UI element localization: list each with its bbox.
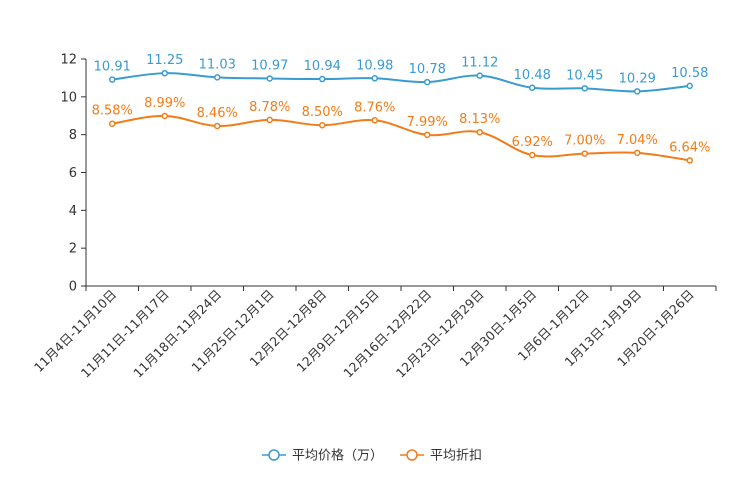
series-point bbox=[214, 122, 221, 130]
series-point bbox=[266, 116, 273, 124]
y-tick-label: 2 bbox=[69, 242, 77, 257]
x-tick-label: 11月11日-11月17日 bbox=[78, 287, 172, 381]
data-label: 8.78% bbox=[249, 100, 290, 115]
series-point bbox=[109, 76, 116, 83]
data-label: 8.99% bbox=[144, 96, 185, 111]
y-tick-label: 4 bbox=[69, 204, 77, 219]
series-point bbox=[424, 78, 431, 86]
chart-data-labels: 10.91 11.25 11.03 10.97 10.94 10.98 10.78 11.12… bbox=[92, 53, 711, 155]
series-point bbox=[109, 120, 116, 127]
legend-label: 平均价格（万） bbox=[292, 448, 383, 464]
data-label: 8.58% bbox=[92, 104, 133, 119]
data-label: 7.00% bbox=[564, 134, 605, 149]
series-point bbox=[686, 157, 693, 164]
series-point bbox=[581, 150, 588, 157]
y-tick-label: 0 bbox=[69, 280, 77, 295]
data-label: 10.78 bbox=[409, 62, 446, 77]
series-point bbox=[476, 128, 483, 136]
legend-item-1[interactable]: 平均价格（万） bbox=[262, 448, 383, 464]
data-label: 6.92% bbox=[512, 135, 553, 150]
series-point bbox=[319, 121, 326, 129]
data-label: 10.29 bbox=[619, 71, 656, 86]
y-tick-label: 8 bbox=[69, 128, 77, 143]
series-point bbox=[371, 75, 378, 82]
data-label: 8.46% bbox=[197, 106, 238, 121]
series-point bbox=[476, 72, 483, 79]
y-tick-label: 6 bbox=[69, 166, 77, 181]
legend-marker-icon bbox=[406, 449, 418, 461]
chart-legend[interactable]: 平均价格（万） 平均折扣 bbox=[262, 448, 482, 464]
series-point bbox=[424, 131, 431, 139]
data-label: 11.03 bbox=[199, 57, 236, 72]
legend-marker-icon bbox=[268, 449, 280, 461]
x-tick-label: 12月23日-12月29日 bbox=[393, 287, 487, 381]
legend-label: 平均折扣 bbox=[430, 449, 482, 464]
data-label: 8.50% bbox=[302, 105, 343, 120]
data-label: 7.99% bbox=[407, 115, 448, 130]
x-tick-label: 12月16日-12月22日 bbox=[340, 287, 434, 381]
series-point bbox=[214, 74, 221, 81]
data-label: 10.91 bbox=[94, 60, 131, 75]
series-point bbox=[161, 112, 168, 120]
data-label: 10.97 bbox=[251, 58, 288, 73]
series-point bbox=[529, 84, 536, 92]
data-label: 8.13% bbox=[459, 112, 500, 127]
data-label: 10.98 bbox=[356, 58, 393, 73]
data-label: 6.64% bbox=[669, 140, 710, 155]
data-label: 11.12 bbox=[461, 56, 498, 71]
series-point bbox=[371, 117, 378, 124]
data-label: 10.58 bbox=[671, 66, 708, 81]
series-point bbox=[529, 151, 536, 159]
series-point bbox=[581, 85, 588, 92]
x-tick-label: 11月18日-11月24日 bbox=[130, 287, 224, 381]
y-tick-label: 10 bbox=[60, 90, 77, 105]
data-label: 10.94 bbox=[304, 59, 341, 74]
data-label: 10.45 bbox=[566, 68, 603, 83]
data-label: 7.04% bbox=[617, 133, 658, 148]
chart-series bbox=[109, 69, 693, 164]
series-point bbox=[634, 149, 641, 157]
series-point bbox=[634, 88, 641, 95]
series-point bbox=[161, 69, 168, 77]
data-label: 11.25 bbox=[146, 53, 183, 68]
series-point bbox=[266, 75, 273, 82]
series-point bbox=[319, 75, 326, 83]
series-line-2 bbox=[112, 114, 690, 162]
series-line-1 bbox=[112, 72, 690, 93]
series-point bbox=[686, 82, 693, 90]
data-label: 8.76% bbox=[354, 100, 395, 115]
data-label: 10.48 bbox=[514, 68, 551, 83]
y-tick-label: 12 bbox=[60, 53, 77, 68]
legend-item-2[interactable]: 平均折扣 bbox=[400, 449, 482, 464]
